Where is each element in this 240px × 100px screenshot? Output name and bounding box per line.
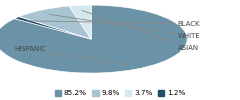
Text: ASIAN: ASIAN [82, 10, 199, 51]
Text: WHITE: WHITE [49, 14, 200, 39]
Text: BLACK: BLACK [28, 21, 200, 27]
Wedge shape [15, 17, 91, 39]
Wedge shape [19, 6, 91, 39]
Wedge shape [0, 5, 187, 73]
Legend: 85.2%, 9.8%, 3.7%, 1.2%: 85.2%, 9.8%, 3.7%, 1.2% [54, 90, 186, 96]
Wedge shape [69, 5, 91, 39]
Text: HISPANIC: HISPANIC [14, 46, 128, 65]
